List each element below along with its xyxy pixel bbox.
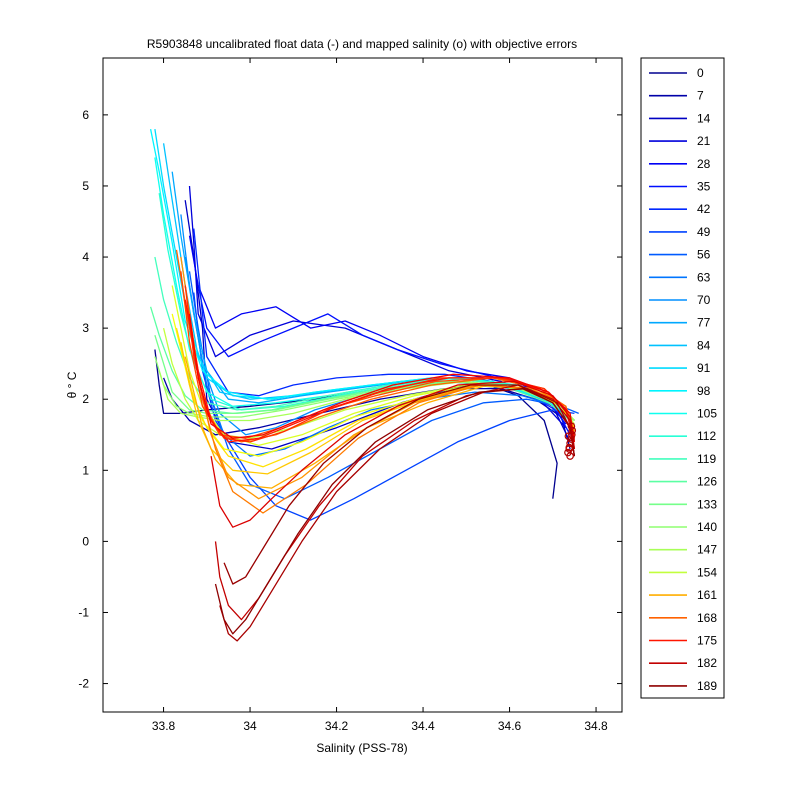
profile-line-12	[223, 384, 576, 585]
y-tick-label: 0	[82, 534, 89, 548]
profile-line-1	[180, 256, 576, 500]
mapped-salinity-point	[566, 439, 574, 448]
legend-label-140: 140	[697, 520, 717, 534]
legend: 0 7 14 21 28 35 42 49 56 63 70 77 84 91 98 105 112 119 126…	[640, 57, 725, 699]
mapped-salinity-point	[568, 430, 576, 439]
legend-label-175: 175	[697, 634, 717, 648]
profile-line-10	[219, 387, 576, 642]
x-tick-label: 34.6	[498, 719, 522, 733]
legend-label-77: 77	[697, 316, 711, 330]
x-axis: 33.8 34 34.2 34.4 34.6 34.8	[152, 58, 608, 733]
legend-label-112: 112	[697, 429, 716, 443]
mapped-salinity-point	[566, 452, 574, 460]
legend-label-42: 42	[697, 202, 711, 216]
legend-label-49: 49	[697, 225, 711, 239]
y-tick-label: 1	[82, 463, 89, 477]
legend-label-189: 189	[697, 679, 717, 693]
profile-line-9	[214, 384, 576, 621]
legend-label-21: 21	[697, 134, 711, 148]
mapped-salinity-point	[568, 426, 577, 435]
profile-line-8	[210, 380, 576, 528]
y-axis-title: θ ° C	[65, 371, 79, 398]
legend-label-91: 91	[697, 361, 711, 375]
mapped-salinity-point	[564, 432, 573, 440]
legend-label-70: 70	[697, 293, 711, 307]
mapped-salinity-point	[565, 445, 574, 453]
legend-label-84: 84	[697, 338, 711, 352]
y-tick-label: 5	[82, 179, 89, 193]
x-tick-label: 34.8	[584, 719, 608, 733]
legend-label-28: 28	[697, 157, 711, 171]
legend-label-119: 119	[697, 452, 716, 466]
legend-label-168: 168	[697, 611, 717, 625]
legend-label-105: 105	[697, 407, 717, 421]
legend-label-0: 0	[697, 66, 704, 80]
y-tick-label: 4	[82, 250, 89, 264]
y-axis: -2 -1 0 1 2 3 4 5 6	[78, 108, 622, 691]
y-tick-label: 6	[82, 108, 89, 122]
series-line-175	[175, 327, 575, 468]
x-tick-label: 34.2	[325, 719, 349, 733]
y-tick-label: 2	[82, 392, 89, 406]
y-tick-label: -2	[78, 677, 89, 691]
series-line-98	[149, 128, 571, 418]
legend-label-161: 161	[697, 588, 717, 602]
x-tick-label: 34	[243, 719, 257, 733]
legend-label-35: 35	[697, 180, 711, 194]
series-line-189	[184, 356, 576, 489]
legend-label-182: 182	[697, 656, 717, 670]
legend-label-133: 133	[697, 497, 717, 511]
legend-label-126: 126	[697, 475, 717, 489]
legend-label-98: 98	[697, 384, 711, 398]
legend-label-7: 7	[697, 89, 704, 103]
series-line-161	[171, 285, 575, 447]
profile-line-7	[188, 313, 576, 442]
x-tick-label: 33.8	[152, 719, 176, 733]
series-line-49	[193, 292, 575, 521]
legend-label-56: 56	[697, 248, 711, 262]
x-tick-label: 34.4	[411, 719, 435, 733]
y-tick-label: -1	[78, 605, 89, 619]
legend-label-147: 147	[697, 543, 717, 557]
series-line-42	[193, 228, 575, 436]
plot-frame	[102, 57, 623, 713]
legend-box	[640, 57, 725, 699]
legend-label-63: 63	[697, 270, 711, 284]
legend-label-154: 154	[697, 565, 717, 579]
series-line-14	[184, 200, 571, 450]
mapped-salinity-point	[567, 422, 576, 431]
x-axis-title: Salinity (PSS-78)	[316, 741, 407, 755]
series-line-63	[184, 256, 575, 457]
chart-title: R5903848 uncalibrated float data (-) and…	[147, 37, 577, 51]
legend-label-14: 14	[697, 111, 711, 125]
y-tick-label: 3	[82, 321, 89, 335]
